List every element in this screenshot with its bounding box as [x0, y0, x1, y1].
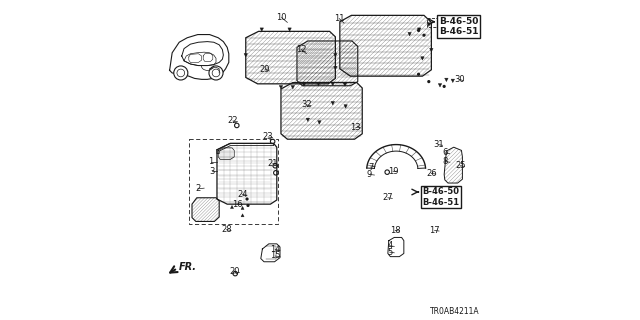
- Text: 3: 3: [209, 167, 214, 176]
- Polygon shape: [260, 28, 264, 31]
- Polygon shape: [291, 85, 294, 89]
- Circle shape: [174, 66, 188, 80]
- Text: 32: 32: [301, 100, 312, 109]
- Polygon shape: [192, 198, 219, 221]
- Text: TR0AB4211A: TR0AB4211A: [429, 307, 479, 316]
- Text: 7: 7: [368, 163, 373, 172]
- Polygon shape: [427, 23, 431, 26]
- Text: 23: 23: [263, 132, 273, 141]
- Polygon shape: [420, 57, 424, 60]
- Polygon shape: [230, 205, 234, 209]
- Polygon shape: [429, 48, 433, 52]
- Text: 19: 19: [388, 167, 398, 176]
- Polygon shape: [317, 121, 321, 124]
- Text: 24: 24: [237, 190, 248, 199]
- Circle shape: [443, 85, 446, 88]
- Text: 2: 2: [195, 184, 200, 193]
- Circle shape: [428, 80, 431, 83]
- Circle shape: [209, 66, 223, 80]
- Polygon shape: [343, 83, 347, 86]
- Polygon shape: [445, 78, 448, 82]
- Polygon shape: [438, 84, 442, 87]
- Text: 5: 5: [387, 248, 392, 257]
- Text: 17: 17: [429, 226, 440, 235]
- Text: 29: 29: [260, 65, 270, 74]
- Bar: [428, 18, 438, 27]
- Polygon shape: [340, 15, 431, 76]
- Polygon shape: [444, 147, 462, 183]
- Polygon shape: [244, 53, 248, 57]
- Circle shape: [246, 204, 250, 207]
- Text: 30: 30: [454, 75, 465, 84]
- Circle shape: [246, 197, 249, 201]
- Text: 20: 20: [229, 268, 239, 276]
- Text: 21: 21: [268, 159, 278, 168]
- Polygon shape: [451, 79, 454, 83]
- Polygon shape: [241, 206, 244, 210]
- Text: 31: 31: [433, 140, 444, 149]
- Polygon shape: [306, 118, 310, 122]
- Polygon shape: [333, 66, 337, 70]
- Text: 12: 12: [296, 45, 307, 54]
- Text: 27: 27: [383, 193, 393, 202]
- Text: 1: 1: [209, 157, 214, 166]
- Polygon shape: [288, 28, 291, 31]
- Text: 9: 9: [367, 170, 372, 179]
- Text: 25: 25: [455, 161, 465, 170]
- Polygon shape: [246, 31, 335, 84]
- Polygon shape: [408, 32, 412, 36]
- Circle shape: [417, 73, 420, 76]
- Text: 13: 13: [351, 123, 361, 132]
- Circle shape: [417, 29, 420, 32]
- Polygon shape: [302, 83, 306, 86]
- Text: 22: 22: [228, 116, 238, 125]
- Polygon shape: [331, 82, 335, 86]
- Polygon shape: [297, 41, 358, 86]
- Text: 26: 26: [426, 169, 436, 178]
- Polygon shape: [317, 82, 320, 86]
- Text: B-46-50
B-46-51: B-46-50 B-46-51: [439, 17, 479, 36]
- Polygon shape: [331, 101, 335, 105]
- Polygon shape: [281, 83, 362, 139]
- Text: 28: 28: [221, 225, 232, 234]
- Text: 6: 6: [442, 148, 447, 157]
- Text: 10: 10: [276, 13, 287, 22]
- Text: 8: 8: [443, 157, 448, 166]
- Text: 15: 15: [270, 252, 280, 260]
- Text: 16: 16: [232, 200, 243, 209]
- Polygon shape: [241, 214, 244, 217]
- Polygon shape: [344, 105, 348, 108]
- Text: 18: 18: [390, 226, 401, 235]
- Polygon shape: [333, 53, 337, 57]
- Polygon shape: [279, 85, 283, 89]
- Text: B-46-50
B-46-51: B-46-50 B-46-51: [422, 187, 460, 207]
- Text: 11: 11: [334, 14, 344, 23]
- Text: 4: 4: [387, 241, 392, 250]
- Text: FR.: FR.: [179, 262, 197, 272]
- Polygon shape: [417, 28, 421, 31]
- Text: 14: 14: [270, 245, 280, 254]
- Circle shape: [422, 34, 426, 37]
